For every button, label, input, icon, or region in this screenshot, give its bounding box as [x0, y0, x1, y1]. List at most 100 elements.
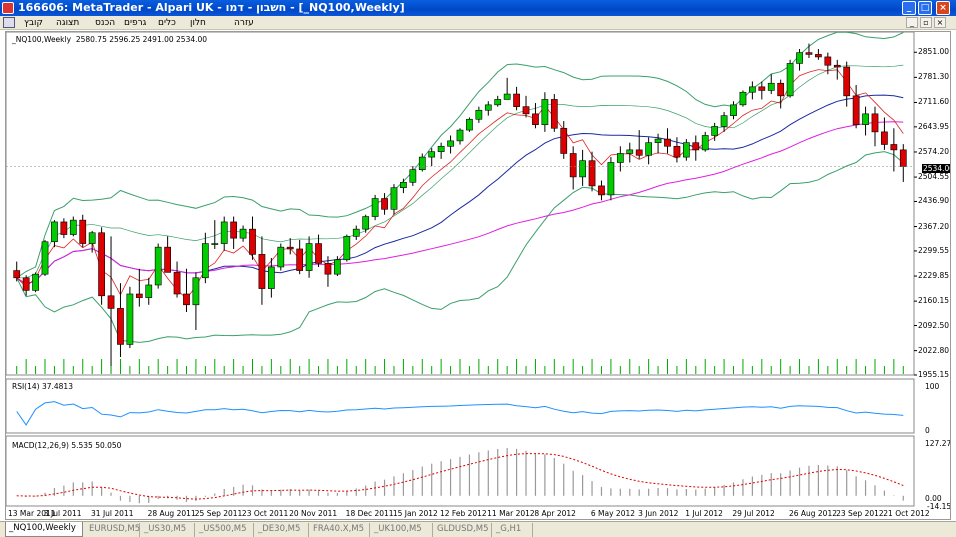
- bearish-candle: [871, 113, 879, 133]
- date-tick-label: 18 Dec 2011: [345, 509, 394, 518]
- tab-uk100[interactable]: _UK100,M5: [371, 523, 433, 537]
- child-minimize-button[interactable]: _: [906, 17, 918, 28]
- price-tick-label: 2851.00: [918, 47, 950, 57]
- bullish-candle: [862, 113, 869, 125]
- date-tick-label: 8 Apr 2012: [534, 509, 576, 518]
- bullish-candle: [701, 135, 709, 151]
- date-tick-label: 26 Aug 2012: [788, 509, 837, 518]
- bullish-candle: [51, 221, 58, 243]
- chart-window[interactable]: _NQ100,Weekly 2580.75 2596.25 2491.00 25…: [5, 31, 951, 520]
- bullish-candle: [739, 91, 747, 106]
- child-close-button[interactable]: ×: [934, 17, 946, 28]
- date-tick-label: 15 Jan 2012: [392, 509, 438, 518]
- bearish-candle: [296, 248, 304, 271]
- bullish-candle: [334, 259, 341, 275]
- bullish-candle: [437, 145, 445, 152]
- bearish-candle: [852, 95, 860, 125]
- date-tick-label: 1 Jul 2012: [685, 509, 723, 518]
- bearish-candle: [890, 144, 898, 151]
- maximize-button[interactable]: □: [918, 1, 932, 15]
- bearish-candle: [315, 243, 322, 264]
- bearish-candle: [513, 93, 520, 107]
- price-tick-label: 2781.30: [918, 72, 950, 82]
- date-tick-label: 12 Feb 2012: [440, 509, 487, 518]
- bearish-candle: [777, 82, 785, 97]
- bearish-candle: [758, 86, 766, 91]
- date-tick-label: 13 Mar 2011: [8, 509, 56, 518]
- main-pane-border: [6, 32, 915, 376]
- bearish-candle: [324, 263, 332, 275]
- price-tick-label: 2504.55: [918, 172, 950, 182]
- tab-us30[interactable]: _US30,M5: [141, 523, 195, 537]
- macd-signal-line: [16, 453, 904, 500]
- bullish-candle: [400, 182, 407, 189]
- menu-bar: עזרה חלון כלים גרפים הכנס תצוגה קובץ _ ▫…: [0, 16, 956, 30]
- tab-de30[interactable]: _DE30,M5: [255, 523, 309, 537]
- menu-window[interactable]: חלון: [190, 18, 206, 28]
- bullish-candle: [494, 99, 502, 106]
- tab-eurusd[interactable]: EURUSD,M5: [86, 523, 140, 537]
- bearish-candle: [522, 106, 530, 115]
- bullish-candle: [484, 104, 492, 111]
- bearish-candle: [598, 185, 605, 196]
- bearish-candle: [164, 246, 171, 273]
- menu-insert[interactable]: הכנס: [95, 18, 116, 28]
- bullish-candle: [352, 228, 360, 237]
- bullish-candle: [711, 126, 719, 136]
- menu-file[interactable]: קובץ: [24, 18, 43, 28]
- bullish-candle: [796, 52, 803, 64]
- bearish-candle: [550, 99, 558, 129]
- macd-scale-neg: -14.156: [927, 502, 951, 511]
- bullish-candle: [418, 156, 426, 170]
- date-tick-label: 20 Nov 2011: [289, 509, 338, 518]
- bearish-candle: [881, 131, 888, 145]
- price-tick-label: 2092.50: [918, 320, 950, 330]
- menu-charts[interactable]: גרפים: [124, 18, 147, 28]
- price-tick-label: 2022.80: [918, 345, 950, 355]
- bearish-candle: [286, 246, 294, 250]
- bearish-candle: [833, 64, 841, 68]
- tab-g-h1[interactable]: _G,H1: [493, 523, 533, 537]
- bearish-candle: [824, 56, 832, 66]
- menu-view[interactable]: תצוגה: [56, 18, 80, 28]
- bullish-candle: [371, 198, 379, 217]
- chart-ohlc: 2580.75 2596.25 2491.00 2534.00: [75, 35, 208, 44]
- bearish-candle: [692, 142, 700, 151]
- minimize-button[interactable]: _: [902, 1, 916, 15]
- bullish-candle: [475, 109, 483, 120]
- close-button[interactable]: ×: [936, 1, 950, 15]
- date-tick-label: 25 Sep 2011: [194, 509, 243, 518]
- bearish-candle: [805, 52, 813, 55]
- menu-help[interactable]: עזרה: [234, 18, 254, 28]
- bullish-candle: [607, 162, 615, 196]
- price-tick-label: 2299.55: [918, 245, 950, 255]
- bullish-candle: [126, 293, 134, 345]
- bullish-candle: [730, 104, 737, 116]
- price-tick-label: 2711.60: [918, 97, 950, 107]
- bullish-candle: [69, 219, 77, 235]
- tab-gldusd[interactable]: GLDUSD,M5: [434, 523, 492, 537]
- bearish-candle: [173, 272, 181, 295]
- bullish-candle: [41, 241, 49, 275]
- child-restore-button[interactable]: ▫: [920, 17, 932, 28]
- price-chart[interactable]: [6, 32, 951, 520]
- bullish-candle: [466, 118, 473, 131]
- bullish-candle: [390, 187, 398, 210]
- app-icon: [2, 2, 14, 14]
- price-tick-label: 2574.20: [918, 146, 950, 156]
- date-tick-label: 23 Oct 2011: [241, 509, 289, 518]
- date-tick-label: 3 Jun 2012: [638, 509, 679, 518]
- bullish-candle: [145, 284, 153, 298]
- bearish-candle: [13, 270, 21, 279]
- tab-nq100-weekly[interactable]: _NQ100,Weekly: [5, 522, 83, 537]
- chart-symbol-label: _NQ100,Weekly 2580.75 2596.25 2491.00 25…: [12, 35, 207, 44]
- tab-fra40[interactable]: FRA40.X,M5: [310, 523, 370, 537]
- bearish-candle: [22, 277, 30, 291]
- bullish-candle: [456, 129, 464, 142]
- title-bar: 166606: MetaTrader - Alpari UK - חשבון -…: [0, 0, 956, 16]
- price-tick-label: 2160.15: [918, 296, 950, 306]
- bearish-candle: [588, 160, 596, 187]
- tab-us500[interactable]: _US500,M5: [196, 523, 254, 537]
- menu-tools[interactable]: כלים: [158, 18, 176, 28]
- rsi-scale-bottom: 0: [925, 426, 930, 435]
